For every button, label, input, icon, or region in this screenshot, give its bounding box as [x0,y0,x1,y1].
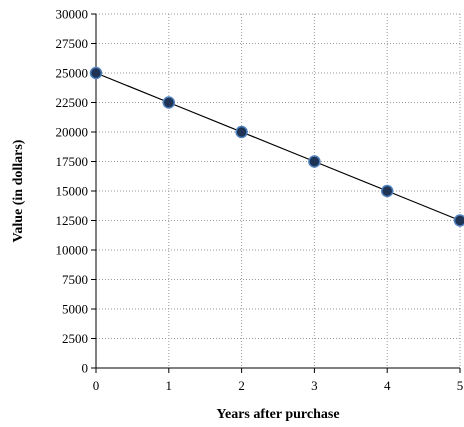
y-tick-label: 0 [82,361,89,376]
x-tick-label: 5 [457,378,464,393]
y-tick-label: 5000 [62,302,88,317]
x-tick-label: 1 [166,378,173,393]
axes [91,13,461,373]
y-tick-label: 7500 [62,272,88,287]
x-tick-label: 3 [311,378,318,393]
tick-labels: 0250050007500100001250015000175002000022… [56,7,464,394]
y-tick-label: 2500 [62,331,88,346]
x-tick-label: 4 [384,378,391,393]
y-tick-label: 27500 [56,36,89,51]
y-tick-label: 25000 [56,66,89,81]
x-tick-label: 2 [238,378,245,393]
y-tick-label: 12500 [56,213,89,228]
data-series [89,66,464,227]
data-point [162,96,176,109]
x-axis-title: Years after purchase [216,407,339,422]
data-point [453,214,464,227]
data-point [235,125,248,139]
data-point [308,155,321,168]
gridlines [96,13,461,368]
data-point [380,184,394,198]
y-tick-label: 22500 [56,95,89,110]
y-tick-label: 20000 [56,125,89,140]
y-tick-label: 10000 [56,243,89,258]
series-line [95,72,461,222]
data-point [89,66,103,80]
y-tick-label: 15000 [56,184,89,199]
y-tick-label: 30000 [56,7,89,22]
y-tick-label: 17500 [56,154,89,169]
y-axis-title: Value (in dollars) [11,139,26,242]
x-tick-label: 0 [93,378,100,393]
